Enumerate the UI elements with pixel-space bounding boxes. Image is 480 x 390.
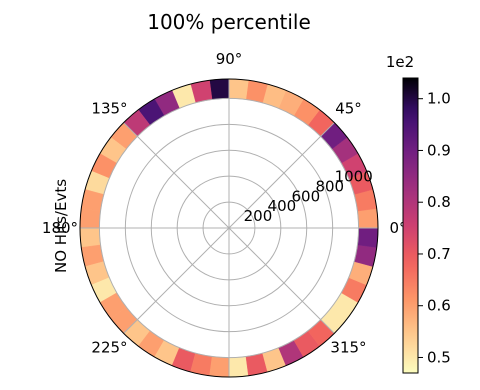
angular-gridline bbox=[228, 227, 335, 334]
chart-title: 100% percentile bbox=[147, 10, 311, 34]
colorbar-gradient bbox=[402, 77, 419, 374]
heatmap-sector bbox=[357, 208, 379, 229]
heatmap-sector bbox=[209, 356, 230, 378]
radial-tick-label: 1000 bbox=[335, 167, 373, 185]
colorbar-tick-label: 0.5 bbox=[427, 348, 451, 366]
angular-gridline bbox=[123, 227, 230, 334]
colorbar-tick-label: 0.8 bbox=[427, 193, 451, 211]
colorbar-multiplier: 1e2 bbox=[386, 53, 414, 71]
angular-tick-label: 180° bbox=[42, 219, 78, 237]
colorbar-tick-label: 0.9 bbox=[427, 141, 451, 159]
angular-tick-label: 315° bbox=[330, 339, 366, 357]
heatmap-sector bbox=[357, 227, 379, 248]
colorbar: 0.5 0.6 0.7 0.8 0.9 1.0 bbox=[402, 77, 451, 374]
heatmap-sectors bbox=[79, 78, 379, 378]
angular-tick-label: 0° bbox=[389, 219, 406, 237]
angular-gridline bbox=[228, 122, 335, 229]
angular-gridline bbox=[123, 122, 230, 229]
angular-tick-label: 90° bbox=[216, 50, 243, 68]
polar-frame bbox=[79, 78, 379, 378]
colorbar-tick-label: 0.7 bbox=[427, 245, 451, 263]
radial-tick-label: 600 bbox=[292, 187, 321, 205]
heatmap-sector bbox=[228, 356, 249, 378]
angular-tick-label: 45° bbox=[335, 99, 362, 117]
colorbar-tick-label: 1.0 bbox=[427, 90, 451, 108]
heatmap-sector bbox=[79, 208, 101, 229]
angular-tick-label: 135° bbox=[91, 99, 127, 117]
polar-grid bbox=[79, 78, 379, 378]
colorbar-tick-label: 0.6 bbox=[427, 297, 451, 315]
y-axis-label: NO Hits/Evts bbox=[52, 179, 70, 273]
heatmap-sector bbox=[79, 227, 101, 248]
radial-tick-label: 400 bbox=[268, 197, 297, 215]
heatmap-sector bbox=[228, 78, 249, 100]
heatmap-sector bbox=[209, 78, 230, 100]
angular-tick-label: 225° bbox=[91, 339, 127, 357]
radial-tick-label: 200 bbox=[244, 207, 273, 225]
radial-tick-label: 800 bbox=[315, 177, 344, 195]
